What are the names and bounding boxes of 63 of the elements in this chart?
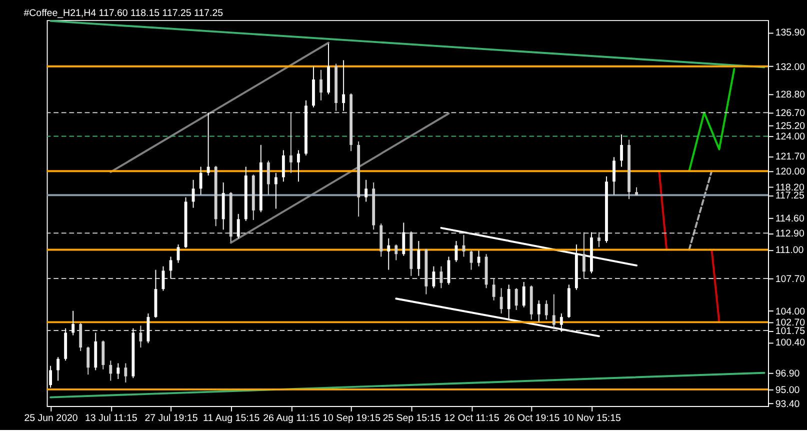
x-tick-label: 10 Sep 19:15 [322, 413, 380, 424]
candlestick [86, 346, 90, 376]
candlestick [500, 288, 503, 314]
y-tick-label: 104.00 [775, 306, 806, 318]
x-tick-label: 26 Oct 19:15 [504, 413, 560, 424]
candlestick [206, 112, 210, 176]
y-tick-label: 101.75 [775, 326, 806, 337]
candlestick [236, 213, 240, 239]
x-tick-label: 12 Oct 11:15 [444, 413, 500, 424]
candlestick [620, 134, 623, 168]
candlestick [514, 288, 518, 310]
candlestick [109, 360, 112, 382]
candlestick [342, 60, 345, 112]
x-tick-label: 25 Jun 2020 [24, 413, 78, 424]
y-tick-label: 126.70 [775, 108, 806, 120]
candlestick [116, 362, 120, 380]
candlestick [394, 244, 398, 261]
y-tick-label: 135.90 [775, 28, 806, 39]
candlestick [560, 312, 563, 332]
candlestick [320, 69, 322, 101]
candlestick [364, 179, 368, 202]
y-tick-label: 120.00 [775, 166, 806, 178]
candlestick [102, 340, 105, 370]
x-tick-label: 11 Aug 15:15 [203, 413, 260, 424]
candlestick [537, 300, 540, 323]
candlestick [124, 362, 128, 383]
x-tick-label: 27 Jul 19:15 [144, 413, 198, 424]
candlestick [72, 310, 75, 336]
chart-title: #Coffee_H21,H4 117.60 118.15 117.25 117.25 [24, 8, 224, 20]
candlestick [477, 250, 480, 267]
y-tick-label: 125.20 [775, 121, 806, 132]
candlestick [417, 240, 420, 276]
y-tick-label: 100.40 [775, 338, 806, 349]
x-tick-label: 10 Nov 15:15 [562, 413, 621, 424]
candlestick [432, 266, 436, 289]
candlestick [266, 160, 270, 196]
x-tick-label: 13 Jul 11:15 [84, 413, 138, 424]
candlestick [199, 166, 202, 196]
y-tick-label: 128.80 [775, 90, 806, 101]
candlestick [612, 156, 616, 196]
y-tick-label: 95.00 [775, 384, 800, 396]
y-tick-label: 112.90 [775, 228, 805, 240]
candlestick [274, 172, 278, 210]
y-tick-label: 132.00 [775, 62, 806, 73]
line-series [688, 68, 736, 172]
y-tick-label: 111.00 [775, 245, 804, 256]
candlestick [282, 150, 285, 182]
x-tick-label: 26 Aug 11:15 [263, 413, 320, 424]
y-tick-label: 124.00 [775, 132, 806, 143]
candlestick [387, 238, 390, 270]
y-tick-label: 117.25 [775, 190, 804, 202]
candlestick [49, 365, 52, 388]
y-tick-label: 121.70 [775, 152, 806, 163]
y-tick-label: 114.60 [775, 214, 805, 225]
candlestick [56, 356, 60, 382]
y-tick-label: 93.40 [775, 398, 800, 410]
x-tick-label: 25 Sep 15:15 [382, 413, 441, 424]
y-tick-label: 96.90 [775, 368, 800, 380]
candlestick [522, 282, 526, 308]
y-tick-label: 107.70 [775, 274, 806, 285]
candlestick [297, 150, 300, 182]
candlestick [544, 300, 548, 320]
candlestick [402, 222, 406, 256]
